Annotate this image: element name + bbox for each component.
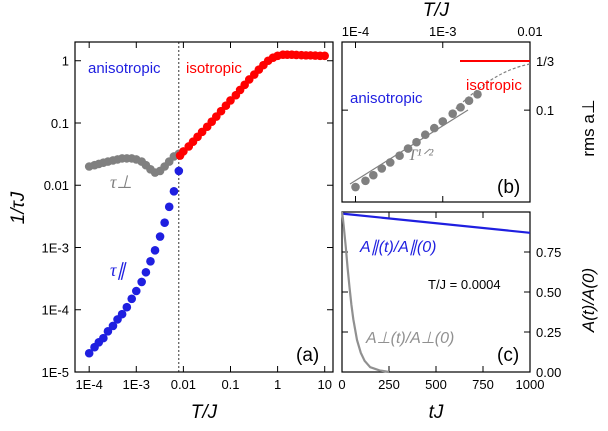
a-point-series-0 xyxy=(117,309,127,319)
c-xtick-label: 750 xyxy=(472,377,494,392)
panel-b-anisotropic-label: anisotropic xyxy=(350,90,423,107)
a-ytick-label: 1E-3 xyxy=(42,240,69,255)
b-point xyxy=(438,117,448,126)
a-xtick-label: 10 xyxy=(317,377,331,392)
panel-c-label: (c) xyxy=(497,345,519,366)
a-ytick-label: 0.1 xyxy=(51,116,69,131)
b-point xyxy=(403,144,413,153)
panel-b-label: (b) xyxy=(497,177,520,198)
panel-a-isotropic-label: isotropic xyxy=(186,60,242,77)
b-point xyxy=(473,89,482,99)
c-ytick-label: 0.50 xyxy=(536,285,561,300)
b-point xyxy=(369,170,378,180)
c-xtick-label: 500 xyxy=(425,377,447,392)
panel-b: 1E-4 1E-3 0.01 0.1 1/3 anisotropic isotropi… xyxy=(341,0,598,203)
c-line-series-0 xyxy=(341,212,531,234)
b-point xyxy=(385,158,395,167)
b-point xyxy=(351,182,360,192)
panel-c-xlabel: tJ xyxy=(429,402,444,423)
a-point-series-0 xyxy=(169,186,179,196)
b-ytick-label: 0.1 xyxy=(536,103,554,118)
panel-a-frame xyxy=(74,41,334,373)
panel-a-label: (a) xyxy=(296,345,319,366)
panel-c-ylabel: A(t)/A(0) xyxy=(579,268,598,333)
a-point-series-0 xyxy=(155,232,165,241)
a-point-series-2 xyxy=(320,51,330,61)
panel-b-xlabel: T/J xyxy=(423,0,450,21)
b-point xyxy=(448,109,457,118)
b-xtick-label: 0.01 xyxy=(517,24,542,39)
c-ytick-label: 0.00 xyxy=(536,365,561,380)
a-point-series-0 xyxy=(150,246,160,255)
c-ytick-label: 0.75 xyxy=(536,245,561,260)
a-point-series-0 xyxy=(127,294,137,304)
c-line-series-1 xyxy=(340,211,390,374)
a-point-series-0 xyxy=(174,166,184,176)
a-point-series-0 xyxy=(131,286,141,296)
a-point-series-2 xyxy=(216,106,226,116)
b-xtick-label: 1E-4 xyxy=(342,24,369,39)
a-xtick-label: 1 xyxy=(274,377,281,392)
one-third-label: 1/3 xyxy=(536,54,554,69)
sqrt-fit-label: T¹ᐟ² xyxy=(408,147,434,164)
a-xtick-label: 1E-3 xyxy=(123,377,150,392)
panel-a-xlabel: T/J xyxy=(191,402,218,423)
b-point xyxy=(361,176,370,186)
a-point-series-0 xyxy=(84,348,94,358)
a-xtick-label: 1E-4 xyxy=(75,377,102,392)
a-point-series-0 xyxy=(103,327,113,336)
b-point xyxy=(412,137,421,147)
temperature-note: T/J = 0.0004 xyxy=(428,277,501,292)
panel-b-ylabel: rms a⊥ xyxy=(579,99,598,156)
a-point-series-2 xyxy=(226,96,235,105)
c-xtick-label: 1000 xyxy=(516,377,545,392)
c-ytick-label: 0.25 xyxy=(536,325,561,340)
panel-a: 1E-4 1E-3 0.01 0.1 1 10 1E-5 1E-4 1E-3 0.01 0.1 1 a… xyxy=(8,41,334,423)
tau-par-label: τ∥ xyxy=(110,260,127,280)
c-xtick-label: 0 xyxy=(338,377,345,392)
panel-a-ylabel: 1/τJ xyxy=(8,191,29,224)
tau-perp-label: τ⊥ xyxy=(110,172,132,192)
b-point xyxy=(464,96,474,105)
panel-a-anisotropic-label: anisotropic xyxy=(88,60,161,77)
b-point xyxy=(395,151,404,161)
a-ytick-label: 0.01 xyxy=(44,178,69,193)
a-point-series-0 xyxy=(160,218,169,228)
a-point-series-0 xyxy=(137,277,146,287)
a-ytick-label: 1E-5 xyxy=(42,365,69,380)
a-xtick-label: 0.1 xyxy=(221,377,239,392)
b-point xyxy=(420,130,430,140)
a-ytick-label: 1E-4 xyxy=(42,303,69,318)
a-point-series-0 xyxy=(164,202,174,212)
a-perp-label: A⊥(t)/A⊥(0) xyxy=(365,330,454,347)
c-xtick-label: 250 xyxy=(378,377,400,392)
a-par-label: A∥(t)/A∥(0) xyxy=(359,239,436,256)
a-point-series-0 xyxy=(99,333,108,343)
panel-b-frame xyxy=(341,41,531,203)
a-point-series-0 xyxy=(146,257,155,266)
b-point xyxy=(456,103,465,112)
a-xtick-label: 0.01 xyxy=(171,377,196,392)
a-point-series-0 xyxy=(141,267,151,277)
a-point-series-0 xyxy=(108,321,118,331)
a-ytick-label: 1 xyxy=(62,54,69,69)
b-xtick-label: 1E-3 xyxy=(429,24,456,39)
b-point xyxy=(430,123,439,133)
panel-b-isotropic-label: isotropic xyxy=(466,77,522,94)
b-point xyxy=(377,164,387,173)
a-point-series-0 xyxy=(122,302,132,312)
